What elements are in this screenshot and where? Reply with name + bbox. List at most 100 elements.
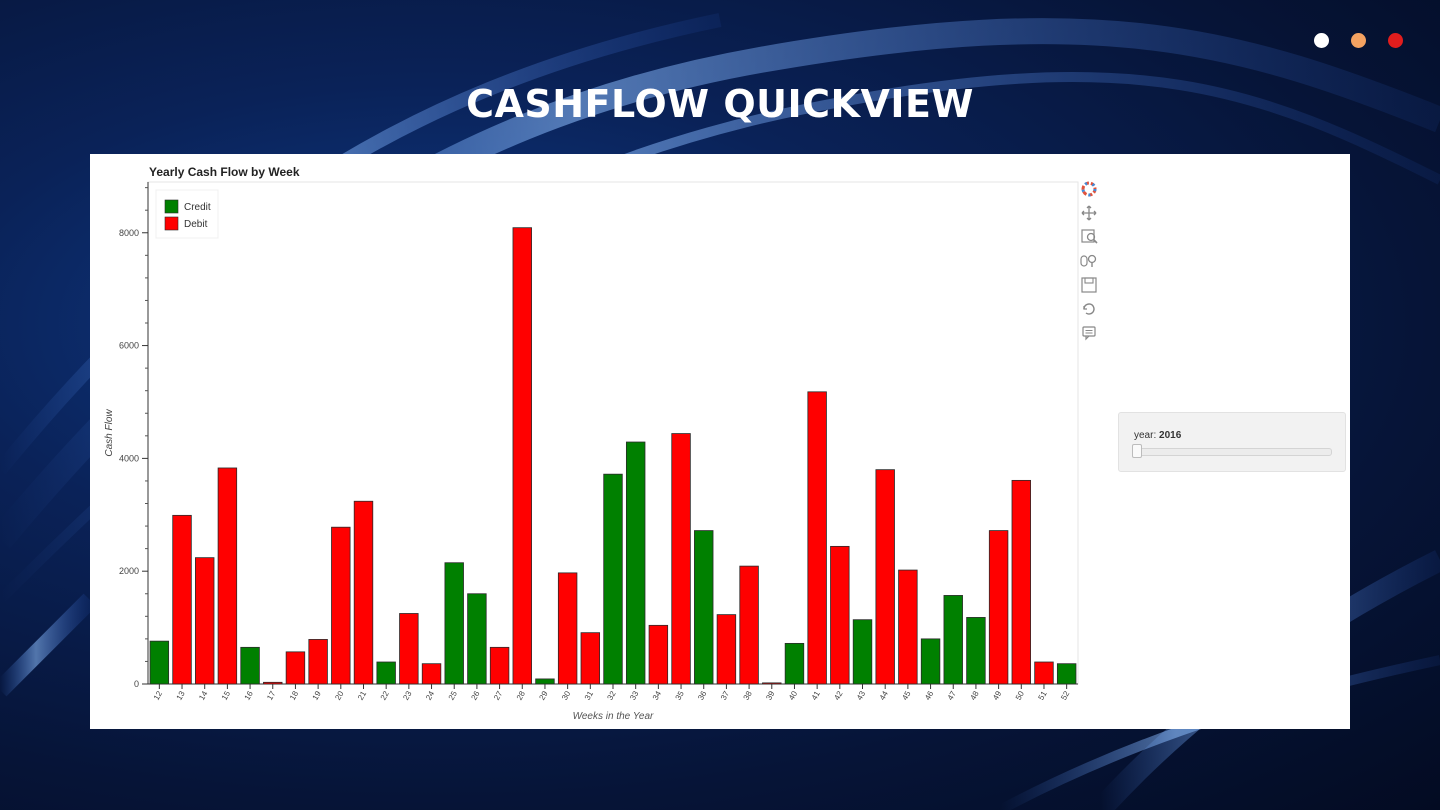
pan-icon[interactable] <box>1078 202 1100 224</box>
bar-week-12 <box>149 640 170 685</box>
x-tick-label: 12 <box>152 689 165 702</box>
x-tick-label: 42 <box>832 689 845 702</box>
bar-week-25 <box>444 562 464 685</box>
x-tick-label: 49 <box>991 689 1004 702</box>
legend-swatch-debit <box>164 216 179 231</box>
year-slider-handle[interactable] <box>1132 444 1142 458</box>
chart-toolbar <box>1078 178 1102 378</box>
x-tick-label: 18 <box>288 689 301 702</box>
bar-week-17 <box>263 681 283 685</box>
bar-week-51 <box>1034 661 1054 685</box>
x-tick-label: 14 <box>197 689 210 702</box>
x-tick-label: 36 <box>696 689 709 702</box>
white-dot <box>1314 33 1329 48</box>
bar-week-23 <box>399 613 419 685</box>
page-title: CASHFLOW QUICKVIEW <box>466 82 974 126</box>
x-tick-label: 46 <box>923 689 936 702</box>
x-tick-label: 29 <box>537 689 550 702</box>
x-tick-label: 13 <box>175 689 188 702</box>
x-tick-label: 40 <box>787 689 800 702</box>
x-tick-label: 52 <box>1059 689 1072 702</box>
y-tick-label: 6000 <box>119 341 139 351</box>
x-tick-label: 24 <box>424 689 437 702</box>
bar-week-15 <box>217 467 238 685</box>
legend-box <box>155 189 219 239</box>
bar-week-38 <box>739 565 759 685</box>
bokeh-logo-icon[interactable] <box>1078 178 1100 200</box>
bar-week-44 <box>875 469 895 685</box>
x-tick-label: 27 <box>492 689 505 702</box>
bar-week-33 <box>625 441 646 685</box>
year-slider-label: year: 2016 <box>1134 430 1181 441</box>
x-tick-label: 35 <box>674 689 687 702</box>
x-tick-label: 25 <box>447 689 460 702</box>
bar-week-42 <box>830 545 850 685</box>
bar-week-29 <box>535 678 555 685</box>
x-tick-label: 44 <box>878 689 891 702</box>
x-tick-label: 17 <box>265 689 278 702</box>
y-tick-label: 8000 <box>119 228 139 238</box>
reset-icon[interactable] <box>1078 298 1100 320</box>
y-tick-label: 0 <box>134 679 139 689</box>
bar-week-35 <box>671 433 691 685</box>
bar-week-20 <box>331 526 351 685</box>
bar-week-19 <box>308 639 328 685</box>
x-tick-label: 33 <box>628 689 641 702</box>
bar-week-22 <box>376 661 396 685</box>
bar-week-50 <box>1011 479 1031 685</box>
x-tick-label: 43 <box>855 689 868 702</box>
bar-week-16 <box>240 646 260 685</box>
bar-week-18 <box>285 651 306 685</box>
x-tick-label: 15 <box>220 689 233 702</box>
bar-week-37 <box>716 614 737 685</box>
bar-week-46 <box>920 638 941 685</box>
chart-title: Yearly Cash Flow by Week <box>149 165 300 179</box>
year-slider-track[interactable] <box>1134 448 1332 456</box>
bar-week-48 <box>966 617 986 685</box>
bar-week-28 <box>512 227 532 685</box>
x-tick-label: 20 <box>333 689 346 702</box>
bar-week-45 <box>898 569 918 685</box>
x-tick-label: 16 <box>243 689 256 702</box>
x-tick-label: 41 <box>810 689 823 702</box>
bar-week-31 <box>580 632 601 685</box>
slider-label-text: year: <box>1134 430 1160 441</box>
box-zoom-icon[interactable] <box>1078 226 1100 248</box>
y-tick-label: 2000 <box>119 566 139 576</box>
bar-week-52 <box>1056 663 1077 685</box>
x-tick-label: 19 <box>311 689 324 702</box>
x-tick-label: 28 <box>515 689 528 702</box>
bar-week-26 <box>467 593 487 685</box>
x-tick-label: 51 <box>1036 689 1049 702</box>
bar-week-41 <box>807 391 827 685</box>
x-tick-label: 45 <box>900 689 913 702</box>
legend-swatch-credit <box>164 199 179 214</box>
bar-week-49 <box>988 530 1009 685</box>
x-tick-label: 37 <box>719 689 732 702</box>
chart-panel: Yearly Cash Flow by Week 0 2000 4000 6000 800… <box>90 154 1350 729</box>
hover-icon[interactable] <box>1078 322 1100 344</box>
window-dots <box>1314 33 1414 49</box>
x-tick-label: 32 <box>605 689 618 702</box>
bar-week-34 <box>648 624 669 685</box>
bar-week-40 <box>784 642 805 685</box>
red-dot <box>1388 33 1403 48</box>
year-slider-widget: year: 2016 <box>1118 412 1346 472</box>
x-tick-label: 30 <box>560 689 573 702</box>
bar-week-43 <box>852 619 873 685</box>
slider-value: 2016 <box>1159 430 1182 441</box>
bar-week-24 <box>421 663 442 685</box>
save-icon[interactable] <box>1078 274 1100 296</box>
x-tick-label: 34 <box>651 689 664 702</box>
bar-week-27 <box>489 646 510 685</box>
legend-label-debit: Debit <box>184 219 208 230</box>
x-tick-label: 23 <box>401 689 414 702</box>
bar-week-14 <box>195 557 215 685</box>
bar-week-47 <box>943 595 963 685</box>
bar-week-32 <box>603 473 623 685</box>
x-tick-label: 50 <box>1014 689 1027 702</box>
bar-week-21 <box>353 500 374 685</box>
wheel-zoom-icon[interactable] <box>1078 250 1100 272</box>
x-axis-label: Weeks in the Year <box>573 711 654 722</box>
y-tick-label: 4000 <box>119 453 139 463</box>
